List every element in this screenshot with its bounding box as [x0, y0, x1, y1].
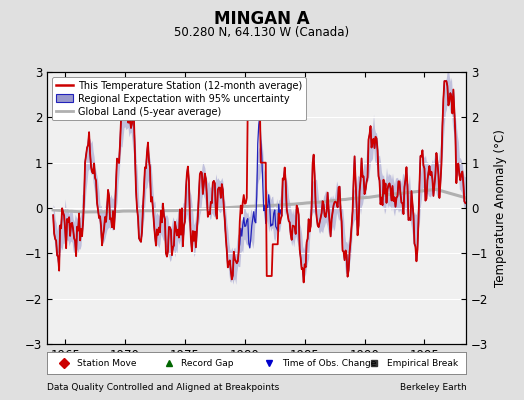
- Text: Record Gap: Record Gap: [181, 358, 234, 368]
- Legend: This Temperature Station (12-month average), Regional Expectation with 95% uncer: This Temperature Station (12-month avera…: [52, 77, 307, 120]
- Text: 50.280 N, 64.130 W (Canada): 50.280 N, 64.130 W (Canada): [174, 26, 350, 39]
- Text: Station Move: Station Move: [77, 358, 136, 368]
- Text: Empirical Break: Empirical Break: [387, 358, 458, 368]
- Text: Data Quality Controlled and Aligned at Breakpoints: Data Quality Controlled and Aligned at B…: [47, 383, 279, 392]
- Y-axis label: Temperature Anomaly (°C): Temperature Anomaly (°C): [494, 129, 507, 287]
- Text: Berkeley Earth: Berkeley Earth: [400, 383, 466, 392]
- Text: Time of Obs. Change: Time of Obs. Change: [282, 358, 376, 368]
- Text: MINGAN A: MINGAN A: [214, 10, 310, 28]
